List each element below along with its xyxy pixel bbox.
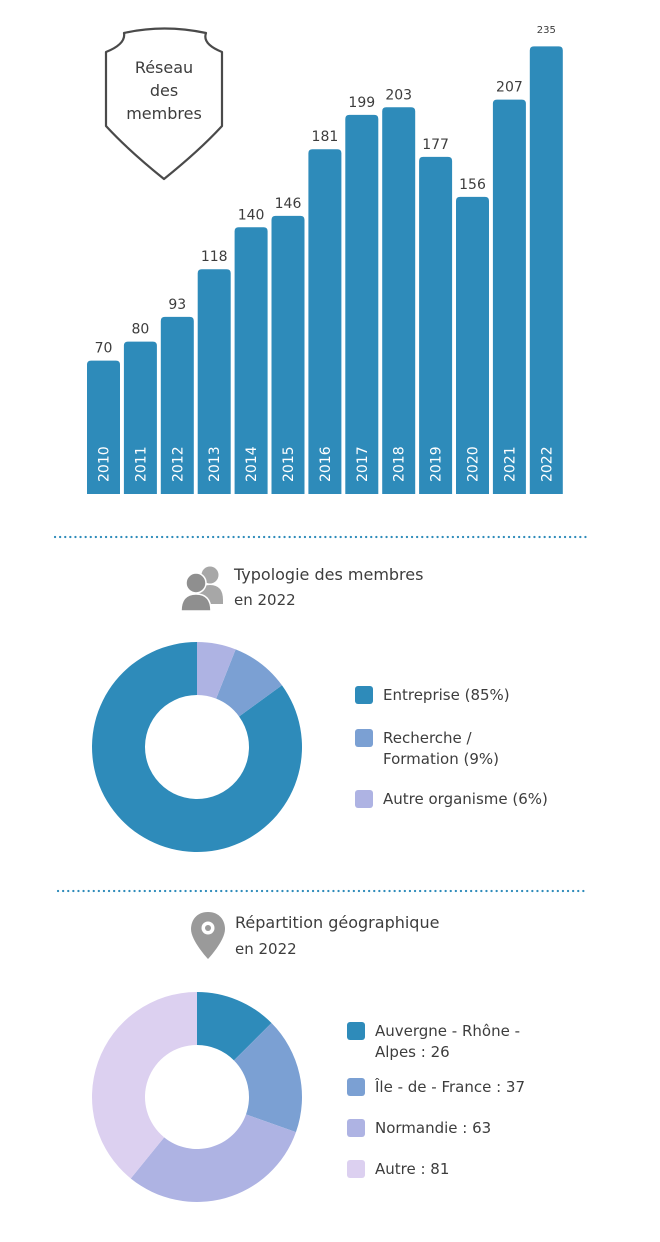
- bar-value-label: 140: [238, 207, 265, 223]
- donut-slice: [197, 992, 272, 1061]
- badge-line-1: Réseau: [135, 58, 193, 77]
- membres-badge: Réseau des membres: [104, 27, 224, 181]
- bar-category-label: 2022: [539, 446, 555, 482]
- donut-slice: [233, 1023, 303, 1133]
- bar-value-label: 199: [348, 95, 375, 111]
- bar-category-label: 2010: [97, 446, 113, 482]
- legend-swatch: [347, 1119, 365, 1137]
- bar-value-label: 70: [95, 341, 113, 357]
- legend-swatch: [355, 790, 373, 808]
- donut-slice: [216, 649, 282, 717]
- bar-category-label: 2019: [429, 446, 445, 482]
- bar-2021: [492, 99, 526, 494]
- bar-2018: [382, 107, 416, 494]
- bar-2017: [345, 114, 379, 494]
- bar-2019: [419, 156, 453, 494]
- bar-value-label: 93: [168, 297, 186, 313]
- typology-subtitle: en 2022: [234, 591, 296, 609]
- legend-label: Île - de - France : 37: [374, 1077, 525, 1096]
- geography-donut-chart: [92, 992, 303, 1202]
- bar-2012: [160, 316, 194, 494]
- bar-value-label: 207: [496, 80, 523, 96]
- legend-label: Entreprise (85%): [383, 686, 510, 704]
- people-icon: [180, 566, 223, 612]
- bar-category-label: 2020: [466, 446, 482, 482]
- typology-donut-chart: [92, 642, 303, 853]
- bar-chart: 70 2010 80 2011 93 2012 118 2013 140 2014 146 2015 1…: [87, 25, 563, 495]
- bar-value-label: 181: [312, 129, 339, 145]
- bar-2015: [271, 215, 305, 494]
- legend-swatch: [355, 729, 373, 747]
- donut-slice: [130, 1114, 296, 1202]
- bar-category-label: 2014: [244, 446, 260, 482]
- bar-2022: [529, 46, 563, 494]
- donut-slice: [197, 642, 236, 699]
- shield-icon: [104, 27, 224, 181]
- bar-category-label: 2017: [355, 446, 371, 482]
- badge-line-3: membres: [126, 104, 202, 123]
- typology-title: Typologie des membres: [233, 565, 423, 584]
- legend-label: Auvergne - Rhône -: [375, 1022, 520, 1040]
- bar-2014: [234, 227, 268, 495]
- bar-value-label: 118: [201, 249, 228, 265]
- bar-2016: [308, 149, 342, 494]
- legend-swatch: [347, 1078, 365, 1096]
- bar-category-label: 2021: [502, 446, 518, 482]
- legend-label: Formation (9%): [383, 750, 499, 768]
- bar-value-label: 80: [131, 322, 149, 338]
- bar-category-label: 2013: [207, 446, 223, 482]
- bar-value-label: 235: [537, 25, 556, 36]
- bar-2020: [456, 196, 489, 494]
- bar-value-label: 203: [385, 87, 412, 103]
- bar-category-label: 2011: [133, 446, 149, 482]
- bar-2011: [123, 341, 157, 494]
- bar-category-label: 2016: [318, 446, 334, 482]
- bar-category-label: 2018: [392, 446, 408, 482]
- legend-swatch: [347, 1022, 365, 1040]
- bar-category-label: 2012: [170, 446, 186, 482]
- legend-label: Autre organisme (6%): [383, 790, 548, 808]
- bar-2013: [197, 269, 231, 494]
- legend-swatch: [347, 1160, 365, 1178]
- legend-label: Alpes : 26: [375, 1043, 450, 1061]
- bar-category-label: 2015: [281, 446, 297, 482]
- bar-value-label: 146: [275, 196, 302, 212]
- legend-label: Normandie : 63: [375, 1119, 491, 1137]
- donut-slice: [92, 992, 197, 1179]
- bar-2010: [87, 360, 120, 494]
- legend-label: Recherche /: [383, 729, 473, 747]
- geography-legend: Auvergne - Rhône - Alpes : 26 Île - de - F…: [347, 1022, 525, 1178]
- donut-slice: [92, 642, 303, 853]
- badge-line-2: des: [150, 81, 178, 100]
- geography-title: Répartition géographique: [235, 913, 439, 932]
- legend-label: Autre : 81: [375, 1160, 449, 1178]
- geography-subtitle: en 2022: [235, 940, 297, 958]
- typology-legend: Entreprise (85%) Recherche / Formation (9%…: [355, 686, 548, 808]
- legend-swatch: [355, 686, 373, 704]
- bar-value-label: 177: [422, 137, 449, 153]
- map-pin-icon: [191, 912, 225, 959]
- bar-value-label: 156: [459, 177, 486, 193]
